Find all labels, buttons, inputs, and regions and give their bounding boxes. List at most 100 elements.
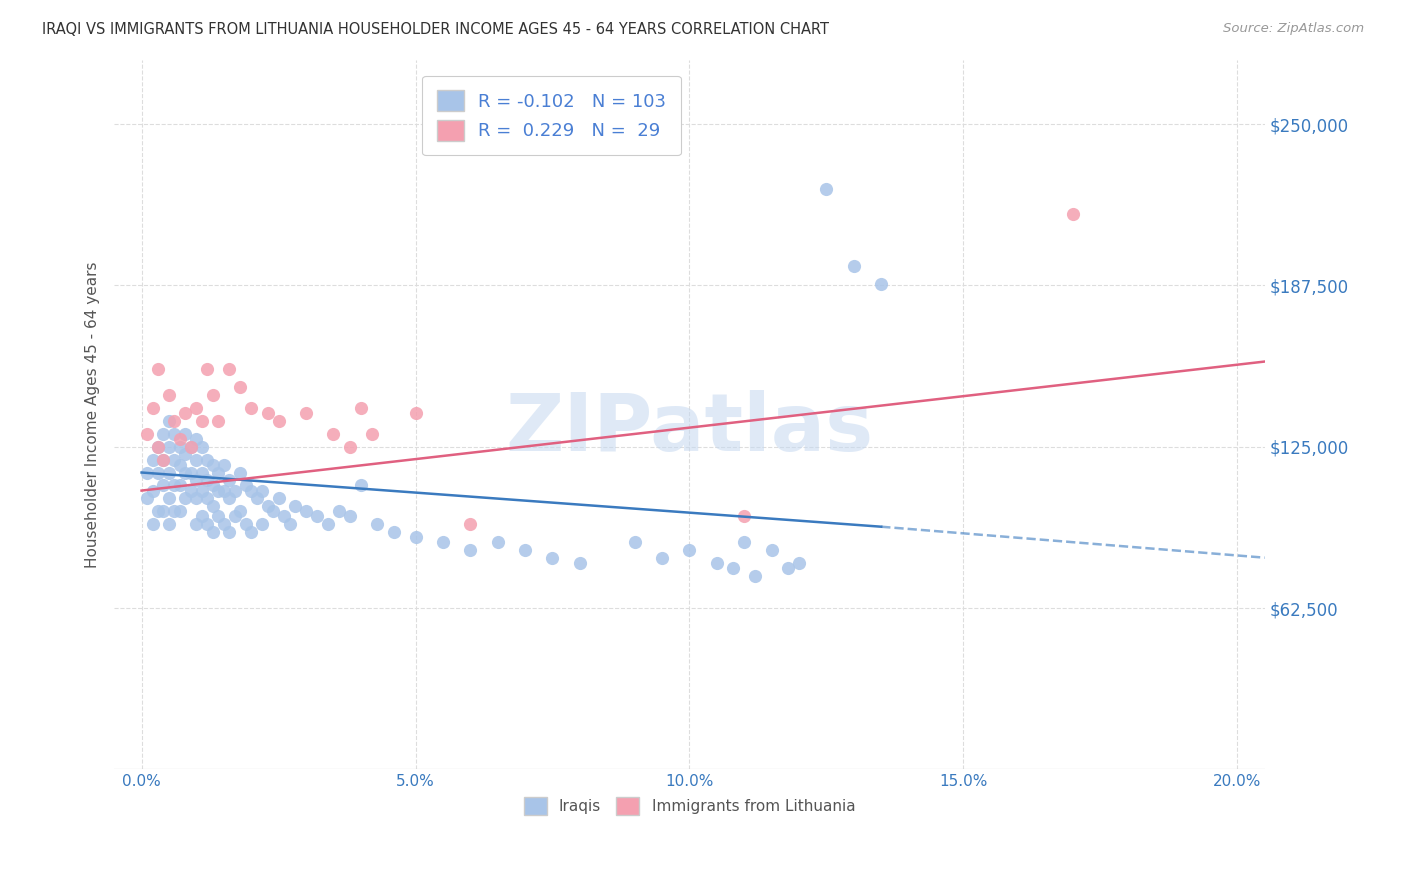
Point — [256, 499, 278, 513]
Point — [218, 362, 240, 376]
Point — [186, 401, 208, 415]
Point — [284, 499, 307, 513]
Point — [195, 517, 218, 532]
Point — [623, 535, 645, 549]
Point — [157, 517, 180, 532]
Point — [163, 414, 186, 428]
Point — [322, 426, 344, 441]
Point — [295, 406, 318, 420]
Point — [174, 447, 197, 461]
Point — [157, 466, 180, 480]
Point — [136, 491, 159, 506]
Point — [212, 458, 235, 472]
Point — [432, 535, 454, 549]
Point — [815, 181, 838, 195]
Legend: Iraqis, Immigrants from Lithuania: Iraqis, Immigrants from Lithuania — [513, 787, 866, 825]
Point — [169, 458, 191, 472]
Point — [382, 524, 405, 539]
Point — [152, 426, 174, 441]
Point — [787, 556, 810, 570]
Point — [146, 440, 169, 454]
Point — [201, 499, 224, 513]
Point — [180, 466, 202, 480]
Point — [360, 426, 382, 441]
Point — [305, 509, 328, 524]
Point — [1062, 207, 1084, 221]
Point — [458, 517, 481, 532]
Y-axis label: Householder Income Ages 45 - 64 years: Householder Income Ages 45 - 64 years — [86, 261, 100, 567]
Point — [174, 406, 197, 420]
Point — [224, 509, 246, 524]
Point — [350, 401, 373, 415]
Point — [191, 483, 214, 498]
Point — [207, 466, 229, 480]
Point — [316, 517, 339, 532]
Point — [295, 504, 318, 518]
Point — [174, 491, 197, 506]
Point — [163, 478, 186, 492]
Point — [141, 517, 163, 532]
Point — [262, 504, 284, 518]
Point — [513, 543, 536, 558]
Point — [240, 483, 263, 498]
Point — [195, 473, 218, 487]
Point — [169, 504, 191, 518]
Text: IRAQI VS IMMIGRANTS FROM LITHUANIA HOUSEHOLDER INCOME AGES 45 - 64 YEARS CORRELA: IRAQI VS IMMIGRANTS FROM LITHUANIA HOUSE… — [42, 22, 830, 37]
Point — [195, 452, 218, 467]
Point — [152, 478, 174, 492]
Point — [180, 440, 202, 454]
Point — [195, 491, 218, 506]
Point — [207, 509, 229, 524]
Point — [328, 504, 350, 518]
Point — [212, 483, 235, 498]
Point — [186, 473, 208, 487]
Point — [157, 491, 180, 506]
Point — [723, 561, 745, 575]
Point — [174, 466, 197, 480]
Point — [146, 440, 169, 454]
Point — [218, 473, 240, 487]
Point — [186, 432, 208, 446]
Point — [201, 458, 224, 472]
Point — [218, 491, 240, 506]
Point — [141, 401, 163, 415]
Point — [180, 483, 202, 498]
Point — [267, 414, 290, 428]
Point — [256, 406, 278, 420]
Point — [186, 491, 208, 506]
Point — [405, 406, 427, 420]
Point — [157, 440, 180, 454]
Point — [186, 452, 208, 467]
Point — [163, 426, 186, 441]
Point — [278, 517, 301, 532]
Point — [152, 504, 174, 518]
Point — [235, 478, 257, 492]
Point — [191, 466, 214, 480]
Point — [250, 483, 273, 498]
Point — [240, 401, 263, 415]
Point — [136, 426, 159, 441]
Point — [218, 524, 240, 539]
Point — [136, 466, 159, 480]
Point — [678, 543, 700, 558]
Point — [224, 483, 246, 498]
Point — [152, 452, 174, 467]
Point — [207, 483, 229, 498]
Point — [267, 491, 290, 506]
Point — [201, 388, 224, 402]
Point — [273, 509, 295, 524]
Point — [568, 556, 591, 570]
Point — [339, 440, 361, 454]
Point — [778, 561, 800, 575]
Point — [458, 543, 481, 558]
Point — [157, 388, 180, 402]
Point — [229, 380, 252, 394]
Point — [195, 362, 218, 376]
Point — [141, 483, 163, 498]
Point — [246, 491, 269, 506]
Point — [339, 509, 361, 524]
Point — [541, 550, 564, 565]
Point — [229, 466, 252, 480]
Point — [146, 504, 169, 518]
Point — [141, 452, 163, 467]
